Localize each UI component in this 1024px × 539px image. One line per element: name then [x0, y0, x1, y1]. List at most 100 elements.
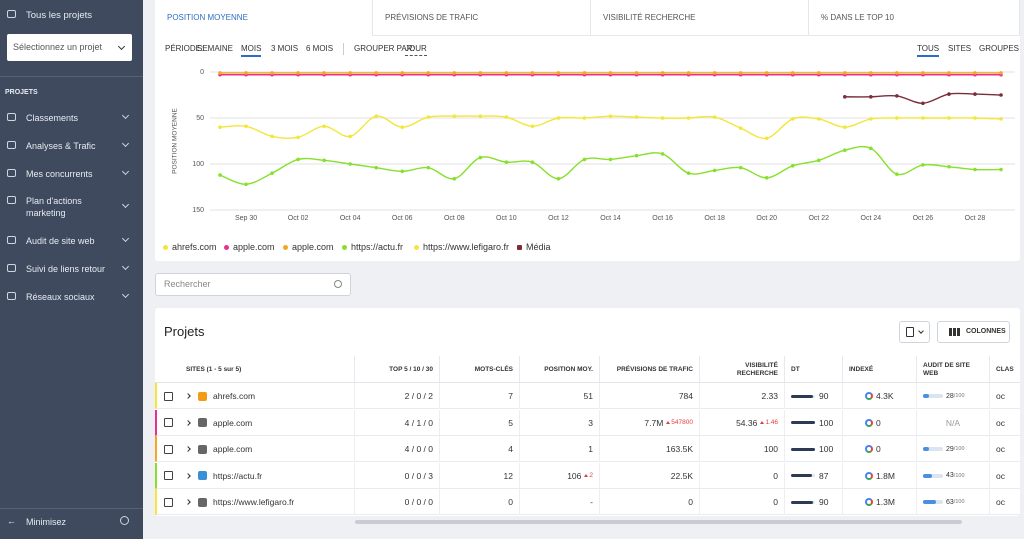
columns-button[interactable]: COLONNES: [937, 321, 1010, 343]
filter: GROUPER PAR:: [354, 44, 415, 53]
dt-value: 87: [819, 470, 829, 481]
traffic: 22.5K: [670, 470, 693, 481]
checkbox[interactable]: [164, 444, 173, 454]
expand-chevron[interactable]: [185, 499, 191, 505]
menu-item[interactable]: Classements: [26, 113, 79, 123]
column-header[interactable]: MOTS-CLÉS: [440, 356, 520, 383]
visibility-cell: 2.33: [700, 383, 785, 409]
point: [426, 115, 431, 119]
site-name[interactable]: ahrefs.com: [213, 391, 256, 401]
scrollbar[interactable]: [355, 520, 962, 524]
audit-max: /100: [953, 393, 965, 399]
point: [921, 71, 925, 75]
point: [634, 153, 639, 158]
column-header[interactable]: VISIBILITÉ RECHERCHE: [700, 356, 785, 383]
audit-bar: [923, 447, 929, 451]
dt-cell: 100: [785, 436, 843, 462]
tab[interactable]: VISIBILITÉ RECHERCHE: [591, 0, 809, 36]
point: [921, 116, 925, 120]
column-header[interactable]: INDEXÉ: [843, 356, 917, 383]
column-header[interactable]: PRÉVISIONS DE TRAFIC: [600, 356, 700, 383]
expand-chevron[interactable]: [185, 472, 191, 479]
audit-score: 63: [946, 498, 954, 506]
site-name[interactable]: apple.com: [213, 444, 253, 454]
point: [530, 160, 535, 164]
chevron: [121, 234, 130, 243]
audit-bar: [923, 473, 932, 478]
minimize[interactable]: Minimisez: [26, 517, 67, 527]
menu-item[interactable]: Mes concurrents: [26, 169, 93, 179]
top-positions: 4 / 0 / 0: [404, 444, 433, 454]
checkbox[interactable]: [164, 391, 173, 401]
tab[interactable]: % DANS LE TOP 10: [809, 0, 1020, 36]
column-header[interactable]: TOP 5 / 10 / 30: [355, 356, 440, 383]
legend-item[interactable]: apple.com: [283, 242, 334, 252]
help-icon[interactable]: [120, 516, 129, 525]
tab[interactable]: PRÉVISIONS DE TRAFIC: [373, 0, 591, 36]
point: [816, 158, 821, 163]
filter[interactable]: SITES: [948, 44, 972, 53]
menu-item[interactable]: Suivi de liens retour: [26, 264, 106, 274]
filter[interactable]: MOIS: [241, 43, 262, 57]
filter[interactable]: SEMAINE: [197, 44, 234, 53]
audit-cell: 29/100: [917, 436, 990, 462]
column-header[interactable]: SITES (1 - 5 sur 5): [180, 356, 355, 383]
checkbox[interactable]: [164, 418, 173, 427]
checkbox[interactable]: [164, 471, 173, 480]
indexed-value: 4.3K: [876, 391, 894, 401]
chart-card: POSITION MOYENNE 0 50 100 150 Sep 30 Oct 02 Oct…: [155, 0, 1020, 261]
checkbox-cell: [158, 410, 180, 436]
legend-item[interactable]: apple.com: [224, 242, 275, 252]
filter[interactable]: GROUPES: [979, 44, 1020, 53]
search-box[interactable]: Rechercher: [155, 273, 351, 296]
all-projects[interactable]: Tous les projets: [26, 10, 93, 21]
legend-item[interactable]: ahrefs.com: [163, 242, 217, 252]
filter[interactable]: 6 MOIS: [306, 44, 334, 53]
audit-track: [923, 500, 943, 504]
project-select[interactable]: Sélectionnez un projet: [7, 34, 132, 61]
copy-button[interactable]: [899, 321, 930, 343]
divider: [0, 508, 143, 509]
tab[interactable]: POSITION MOYENNE: [155, 0, 373, 36]
y-tick-label: 0: [200, 69, 204, 76]
audit-track: [923, 473, 943, 478]
point: [843, 125, 847, 129]
legend-item[interactable]: https://www.lefigaro.fr: [414, 242, 509, 252]
indexed-value: 0: [876, 417, 881, 428]
column-header[interactable]: POSITION MOY.: [520, 356, 600, 383]
audit-cell: 43/100: [917, 462, 990, 489]
checkbox[interactable]: [164, 497, 173, 507]
audit-cell: 63/100: [917, 489, 990, 515]
site-cell: https://actu.fr: [180, 462, 355, 489]
column-header[interactable]: CLAS: [990, 356, 1024, 383]
site-name[interactable]: https://actu.fr: [213, 470, 263, 481]
filter[interactable]: TOUS: [917, 43, 940, 57]
menu-item[interactable]: Réseaux sociaux: [26, 292, 95, 302]
dt-bar: [791, 500, 813, 504]
menu-item[interactable]: Plan d'actions marketing: [26, 196, 82, 218]
audit-score: 43: [946, 472, 954, 479]
expand-chevron[interactable]: [185, 393, 191, 399]
legend-item[interactable]: https://actu.fr: [342, 242, 403, 252]
point: [556, 116, 561, 120]
expand-chevron[interactable]: [185, 419, 191, 426]
filter[interactable]: JOUR: [405, 43, 427, 56]
position: 3: [588, 417, 593, 428]
expand-chevron[interactable]: [185, 446, 191, 452]
filter[interactable]: 3 MOIS: [271, 44, 299, 53]
point: [712, 168, 717, 173]
point: [764, 176, 769, 180]
column-header[interactable]: AUDIT DE SITE WEB: [917, 356, 990, 383]
legend-item[interactable]: Média: [517, 242, 551, 252]
menu-item[interactable]: Analyses & Trafic: [26, 141, 96, 151]
series-line: [219, 115, 1002, 140]
column-header[interactable]: DT: [785, 356, 843, 383]
point: [999, 93, 1003, 97]
point: [270, 134, 274, 139]
menu-item[interactable]: Audit de site web: [26, 236, 95, 246]
point: [973, 71, 977, 75]
site-name[interactable]: apple.com: [213, 417, 253, 428]
site-name[interactable]: https://www.lefigaro.fr: [213, 497, 295, 507]
visibility-cell: 0: [700, 489, 785, 515]
chevron: [121, 200, 130, 209]
